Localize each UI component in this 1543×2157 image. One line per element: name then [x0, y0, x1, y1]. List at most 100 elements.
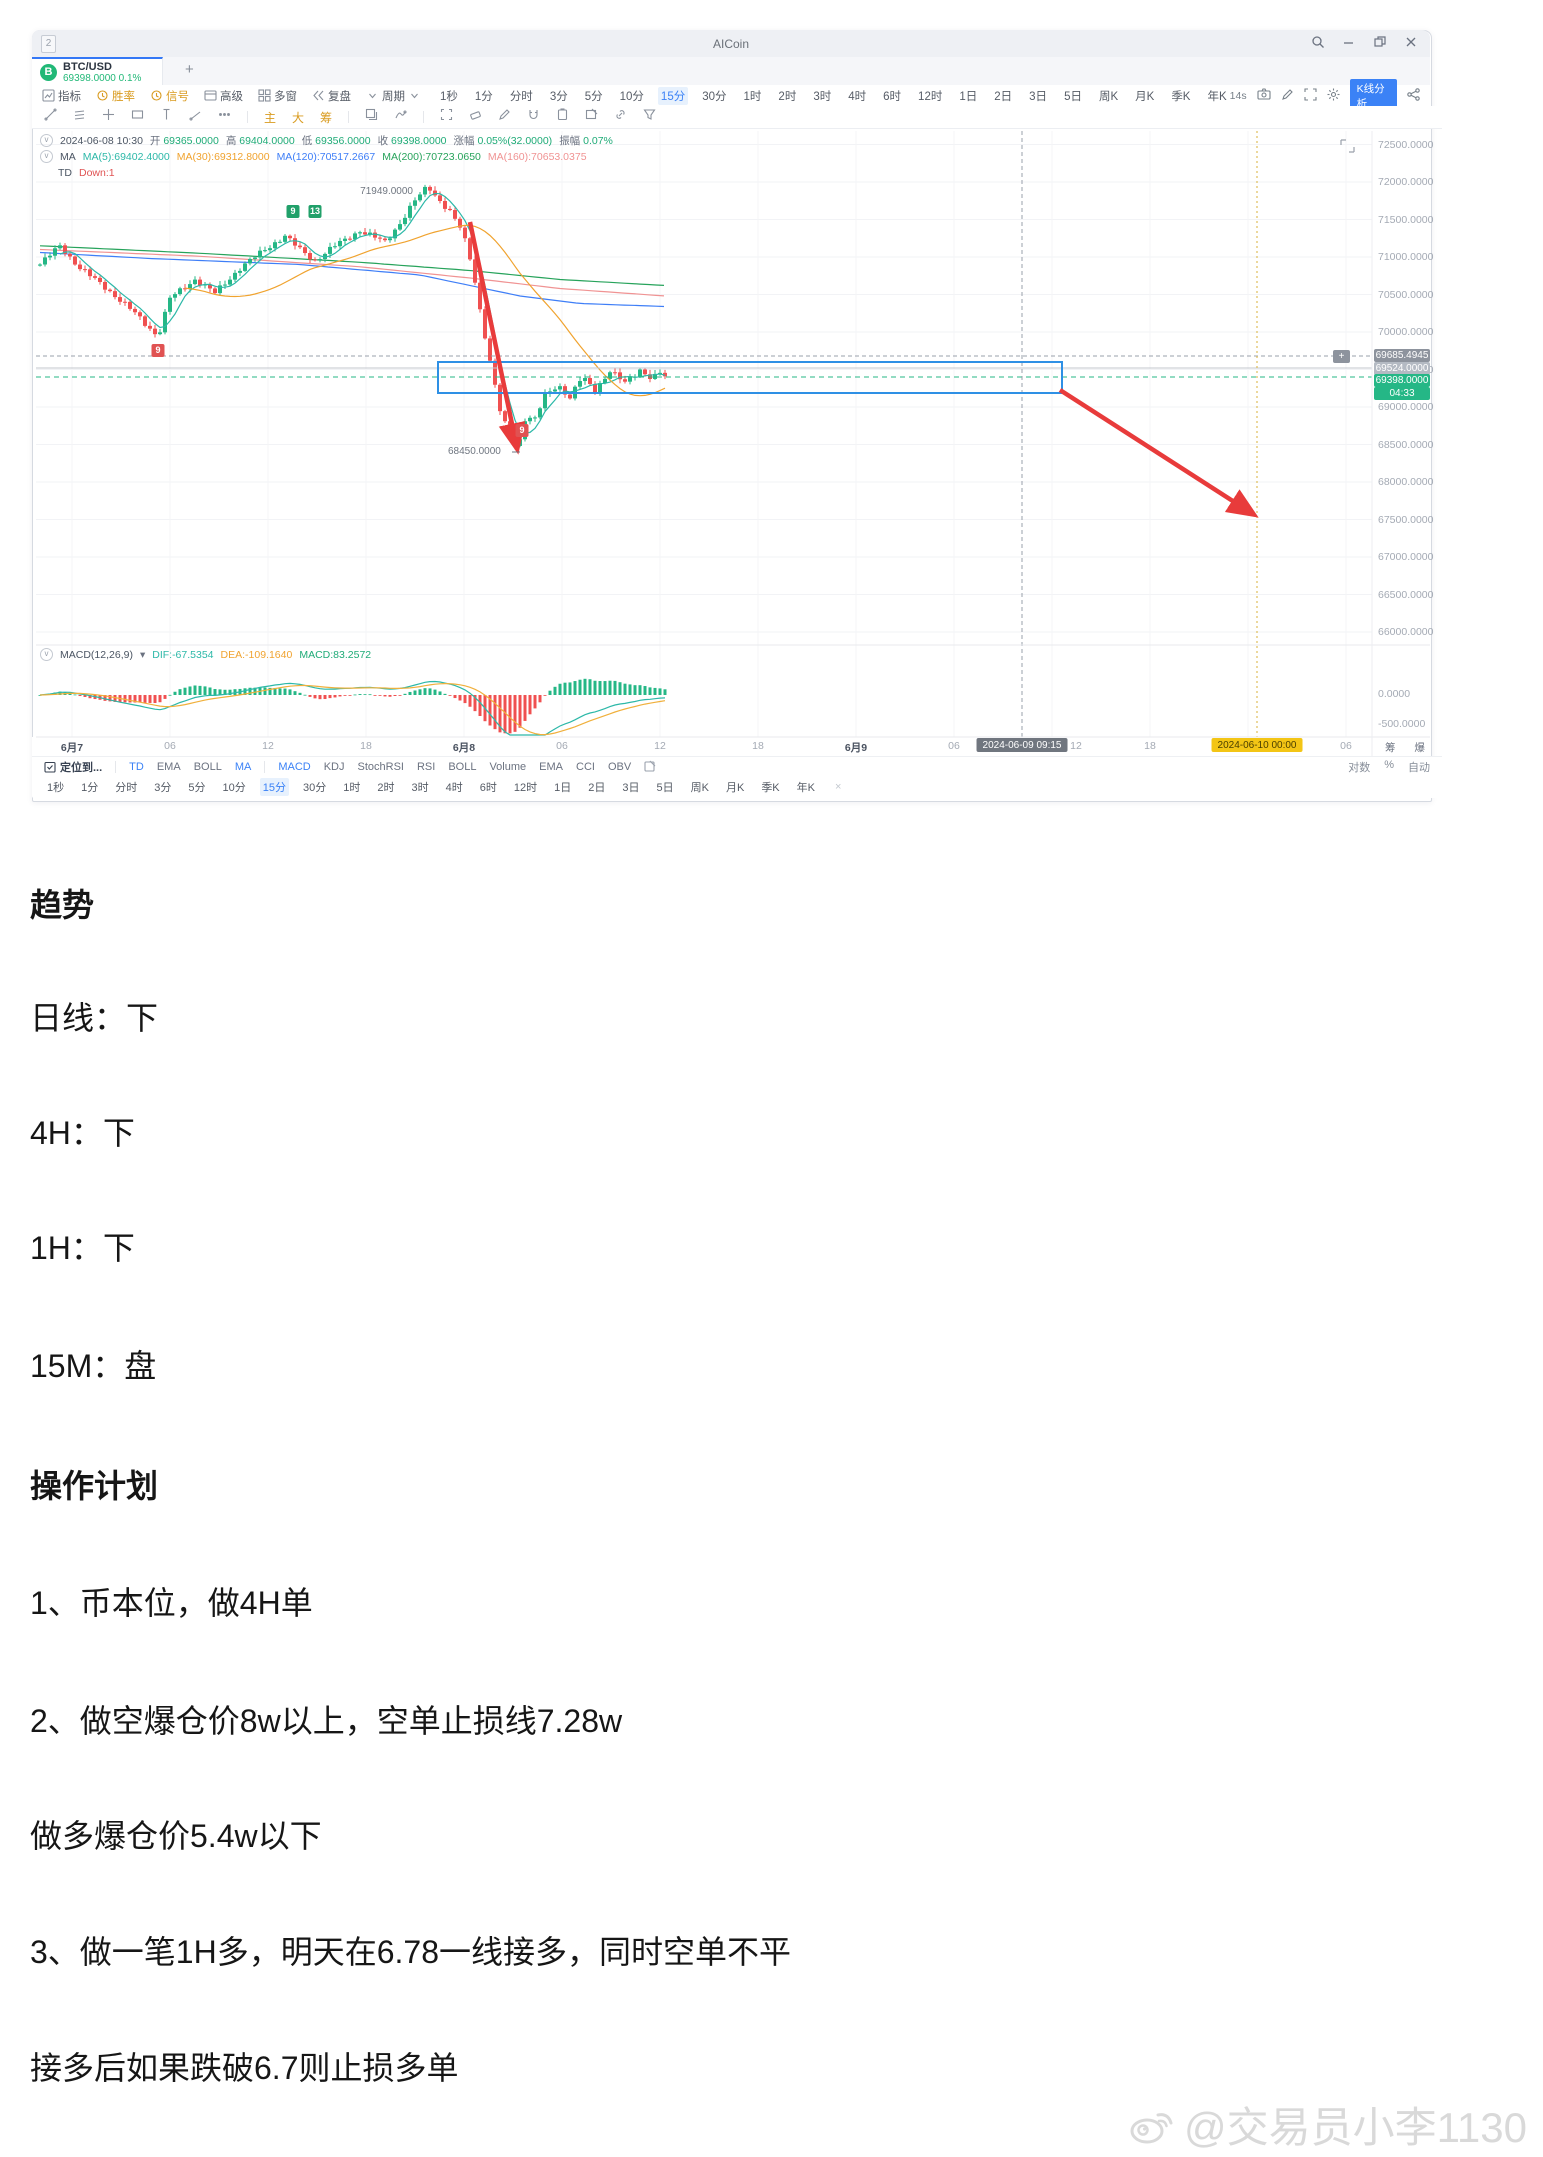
timeframe-bottom-12[interactable]: 6时 — [479, 782, 497, 794]
timeframe-bottom-13[interactable]: 12时 — [513, 782, 538, 794]
timeframe-bottom-0[interactable]: 1秒 — [47, 782, 65, 794]
gear-icon[interactable] — [1327, 88, 1340, 104]
toolbar-item-advanced[interactable]: 高级 — [204, 88, 243, 104]
toolbar-item-period[interactable]: 周期 — [366, 88, 421, 104]
timeframe-top-3[interactable]: 3分 — [549, 90, 568, 103]
drawbar-gold-item-2[interactable]: 筹 — [320, 110, 333, 125]
timeframe-top-11[interactable]: 4时 — [848, 90, 867, 103]
fullscreen-icon[interactable] — [1304, 87, 1317, 104]
timeframe-bottom-11[interactable]: 4时 — [445, 782, 463, 794]
indicator-tab-volume[interactable]: Volume — [489, 761, 527, 773]
camera-icon[interactable] — [1257, 88, 1271, 103]
timeframe-top-6[interactable]: 15分 — [657, 86, 689, 105]
collapse-toggle-icon[interactable]: v — [40, 648, 53, 661]
timeframe-bottom-16[interactable]: 3日 — [622, 782, 640, 794]
timeframe-top-10[interactable]: 3时 — [813, 90, 832, 103]
restore-icon[interactable] — [1373, 35, 1387, 49]
indicator-tab-rsi[interactable]: RSI — [416, 761, 436, 773]
chart-edit-icon[interactable] — [585, 108, 598, 126]
timeframe-top-18[interactable]: 周K — [1098, 90, 1119, 103]
overlay-tab-td[interactable]: TD — [129, 761, 144, 773]
timeframe-bottom-5[interactable]: 10分 — [222, 782, 246, 794]
indicator-tab-obv[interactable]: OBV — [607, 761, 632, 773]
toolbar-item-signal[interactable]: 信号 — [150, 88, 189, 104]
close-icon[interactable] — [1404, 35, 1418, 49]
timeframe-top-4[interactable]: 5分 — [584, 90, 603, 103]
collapse-toggle-icon[interactable]: v — [40, 150, 53, 163]
t-line-icon[interactable] — [160, 108, 173, 126]
template-icon[interactable] — [365, 108, 378, 126]
clipboard-icon[interactable] — [556, 108, 569, 126]
magnet-icon[interactable] — [527, 108, 540, 126]
timeframe-top-1[interactable]: 1分 — [474, 90, 493, 103]
timeframe-top-21[interactable]: 年K — [1207, 90, 1227, 103]
overlay-tab-ma[interactable]: MA — [234, 761, 252, 773]
timeframe-top-14[interactable]: 1日 — [959, 90, 978, 103]
timeframe-bottom-9[interactable]: 2时 — [377, 782, 395, 794]
timeframe-bottom-6[interactable]: 15分 — [259, 778, 289, 796]
scale-option-1[interactable]: % — [1384, 759, 1394, 771]
timeframe-bottom-15[interactable]: 2日 — [588, 782, 606, 794]
scale-option-2[interactable]: 自动 — [1408, 762, 1430, 774]
indicator-tab-stochrsi[interactable]: StochRSI — [357, 761, 404, 773]
indicator-tab-cci[interactable]: CCI — [576, 761, 595, 773]
eraser-icon[interactable] — [469, 108, 482, 126]
timeframe-top-16[interactable]: 3日 — [1029, 90, 1048, 103]
timeframe-top-5[interactable]: 10分 — [619, 90, 644, 103]
locate-button[interactable]: 定位到... — [44, 759, 102, 775]
timeframe-top-13[interactable]: 12时 — [918, 90, 943, 103]
timeframe-top-12[interactable]: 6时 — [883, 90, 902, 103]
trend-line-icon[interactable] — [44, 108, 57, 126]
close-timeframes-icon[interactable]: × — [835, 781, 842, 793]
timeframe-top-8[interactable]: 1时 — [743, 90, 762, 103]
timeframe-bottom-3[interactable]: 3分 — [154, 782, 172, 794]
minimize-icon[interactable] — [1342, 35, 1356, 49]
timeframe-bottom-19[interactable]: 月K — [725, 782, 745, 794]
toolbar-item-indicator[interactable]: 指标 — [42, 88, 81, 104]
more-icon[interactable] — [218, 108, 231, 126]
drawbar-gold-item-0[interactable]: 主 — [264, 110, 277, 125]
pencil-icon[interactable] — [1281, 88, 1294, 104]
crosshair-icon[interactable] — [102, 108, 115, 126]
drawbar-gold-item-1[interactable]: 大 — [292, 110, 305, 125]
timeframe-bottom-10[interactable]: 3时 — [411, 782, 429, 794]
toolbar-item-multi-window[interactable]: 多窗 — [258, 88, 297, 104]
search-icon[interactable] — [1311, 35, 1325, 49]
hand-draw-icon[interactable] — [394, 108, 407, 126]
timeframe-bottom-7[interactable]: 30分 — [303, 782, 327, 794]
overlay-tab-boll[interactable]: BOLL — [193, 761, 222, 773]
rect-icon[interactable] — [131, 108, 144, 126]
edit-indicators-icon[interactable] — [644, 760, 656, 775]
collapse-toggle-icon[interactable]: v — [40, 134, 53, 147]
select-region-icon[interactable] — [440, 108, 453, 126]
timeframe-top-7[interactable]: 30分 — [702, 90, 727, 103]
timeframe-bottom-18[interactable]: 周K — [690, 782, 709, 794]
timeframe-top-2[interactable]: 分时 — [509, 90, 533, 103]
funnel-icon[interactable] — [643, 108, 656, 126]
indicator-tab-boll[interactable]: BOLL — [448, 761, 477, 773]
toolbar-item-win-rate[interactable]: 胜率 — [96, 88, 135, 104]
link-icon[interactable] — [614, 108, 627, 126]
add-alert-button[interactable]: + — [1333, 350, 1350, 363]
timeframe-top-0[interactable]: 1秒 — [440, 90, 458, 103]
timeframe-bottom-21[interactable]: 年K — [796, 782, 815, 794]
timeframe-top-19[interactable]: 月K — [1135, 90, 1155, 103]
timeframe-bottom-14[interactable]: 1日 — [554, 782, 572, 794]
share-icon[interactable] — [1407, 87, 1420, 104]
timeframe-top-17[interactable]: 5日 — [1064, 90, 1082, 103]
parallel-lines-icon[interactable] — [73, 108, 86, 126]
timeframe-bottom-4[interactable]: 5分 — [188, 782, 206, 794]
timeframe-bottom-20[interactable]: 季K — [761, 782, 780, 794]
overlay-tab-ema[interactable]: EMA — [156, 761, 181, 773]
pen-icon[interactable] — [498, 108, 511, 126]
add-tab-button[interactable]: + — [185, 61, 194, 78]
timeframe-bottom-1[interactable]: 1分 — [81, 782, 99, 794]
timeframe-top-20[interactable]: 季K — [1171, 90, 1191, 103]
ray-icon[interactable] — [189, 108, 202, 126]
indicator-tab-macd[interactable]: MACD — [278, 761, 311, 773]
timeframe-top-9[interactable]: 2时 — [778, 90, 797, 103]
timeframe-bottom-2[interactable]: 分时 — [115, 782, 138, 794]
tab-btcusd[interactable]: B BTC/USD 69398.0000 0.1% — [32, 57, 163, 85]
timeframe-bottom-8[interactable]: 1时 — [343, 782, 361, 794]
indicator-tab-ema[interactable]: EMA — [539, 761, 563, 773]
